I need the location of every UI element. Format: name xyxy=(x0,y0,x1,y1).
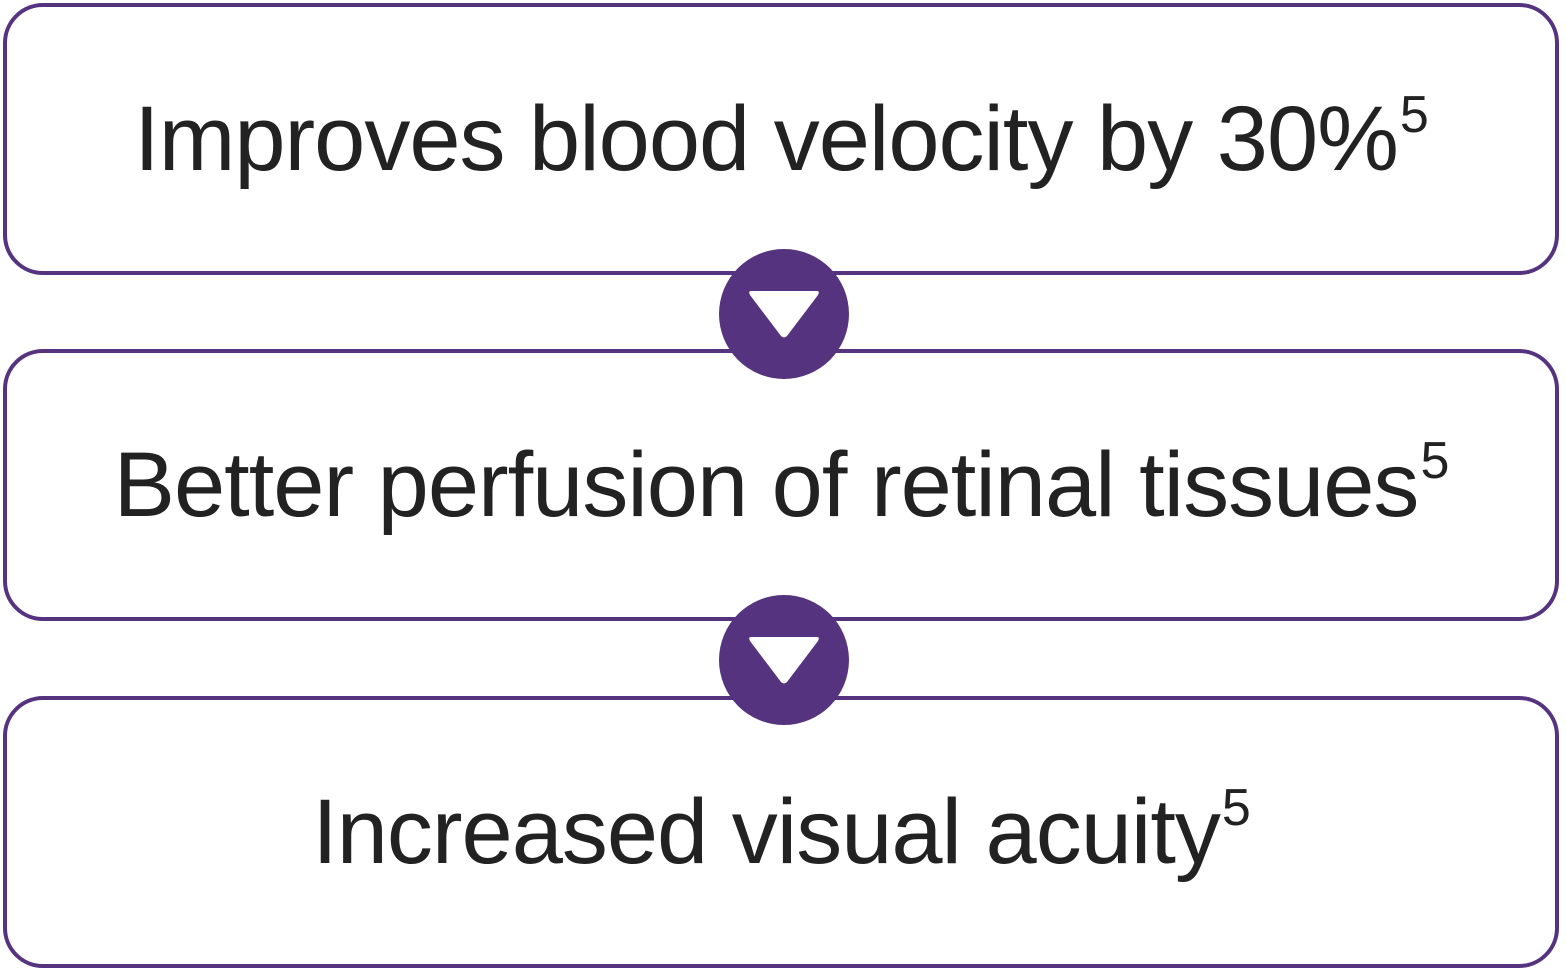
arrow-down-icon xyxy=(749,637,819,684)
step-box-visual-acuity: Increased visual acuity5 xyxy=(3,696,1559,968)
reference-superscript: 5 xyxy=(1399,86,1429,144)
flow-connector xyxy=(719,595,849,725)
step-label: Improves blood velocity by 30%5 xyxy=(134,86,1429,190)
step-label: Better perfusion of retinal tissues5 xyxy=(113,432,1450,536)
flow-connector xyxy=(719,249,849,379)
arrow-down-icon xyxy=(749,291,819,338)
step-box-blood-velocity: Improves blood velocity by 30%5 xyxy=(3,3,1559,275)
reference-superscript: 5 xyxy=(1221,779,1251,837)
reference-superscript: 5 xyxy=(1420,432,1449,490)
step-box-retinal-perfusion: Better perfusion of retinal tissues5 xyxy=(3,349,1559,621)
step-label: Increased visual acuity5 xyxy=(312,779,1251,883)
